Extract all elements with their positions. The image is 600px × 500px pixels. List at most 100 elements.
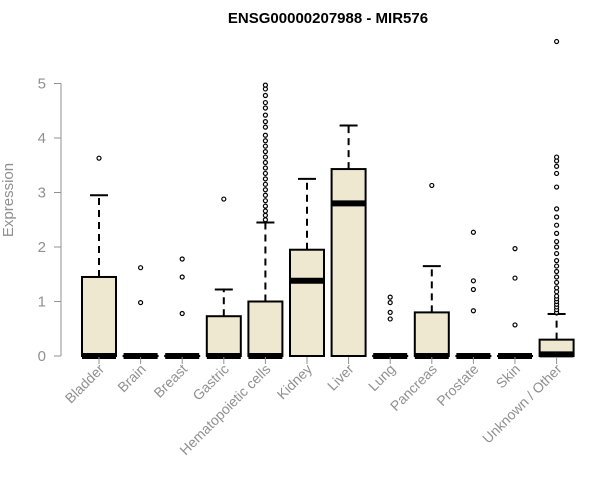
- outlier-point: [553, 214, 560, 220]
- outlier-point: [262, 143, 268, 149]
- outlier-point: [553, 268, 560, 275]
- y-axis: 0 1 2 3 4 5: [38, 76, 62, 365]
- box-iqr: [413, 311, 450, 357]
- outlier-point: [262, 212, 268, 218]
- outlier-point: [553, 230, 560, 236]
- outlier-point: [553, 184, 560, 190]
- outlier-point: [387, 309, 393, 315]
- outlier-point: [553, 238, 560, 245]
- outlier-point: [553, 258, 560, 264]
- box-liver: [330, 124, 367, 357]
- outlier-point: [221, 196, 227, 202]
- outlier-point: [553, 206, 560, 212]
- outlier-point: [262, 208, 268, 214]
- box-gastric: [205, 196, 242, 359]
- y-tick-label: 3: [38, 185, 46, 202]
- x-tick-label: Breast: [150, 361, 190, 401]
- outlier-point: [553, 279, 560, 286]
- outlier-point: [262, 112, 268, 118]
- box-iqr: [81, 275, 117, 358]
- outlier-point: [553, 38, 560, 45]
- x-tick-label: Brain: [114, 361, 148, 395]
- outlier-point: [262, 217, 268, 223]
- box-pancreas: [413, 182, 450, 359]
- box-iqr: [205, 315, 242, 357]
- outlier-point: [262, 82, 268, 88]
- outlier-point: [553, 263, 560, 269]
- outlier-point: [262, 176, 268, 182]
- box-kidney: [289, 177, 325, 358]
- outlier-point: [387, 299, 393, 306]
- outlier-point: [387, 294, 393, 300]
- outlier-point: [553, 285, 560, 291]
- y-tick-label: 4: [38, 130, 46, 147]
- outlier-point: [262, 192, 268, 198]
- outlier-point: [138, 299, 144, 306]
- outlier-point: [262, 119, 268, 125]
- y-tick-label: 0: [38, 348, 46, 365]
- outlier-point: [262, 132, 268, 138]
- outlier-point: [553, 170, 560, 177]
- outlier-point: [387, 316, 393, 322]
- y-tick-label: 5: [38, 76, 46, 93]
- box-skin: [497, 246, 533, 359]
- outlier-point: [512, 246, 518, 252]
- box-iqr: [247, 300, 284, 357]
- box-hematopoietic-cells: [247, 82, 284, 359]
- chart-title: ENSG00000207988 - MIR576: [228, 10, 428, 27]
- y-tick-label: 2: [38, 239, 46, 256]
- x-tick-label: Kidney: [274, 361, 316, 403]
- y-tick-label: 1: [38, 294, 46, 311]
- outlier-point: [262, 99, 268, 106]
- outlier-point: [512, 275, 518, 281]
- box-iqr: [330, 168, 367, 357]
- x-tick-label: Skin: [493, 361, 524, 392]
- outlier-point: [262, 159, 268, 166]
- outlier-point: [553, 222, 560, 228]
- outlier-point: [262, 124, 268, 130]
- x-tick-label: Bladder: [62, 361, 108, 407]
- outlier-point: [553, 154, 560, 160]
- outlier-point: [553, 250, 560, 257]
- outlier-point: [553, 163, 560, 169]
- outlier-point: [553, 244, 560, 250]
- box-prostate: [455, 229, 492, 359]
- outlier-point: [262, 165, 268, 171]
- box-unknown-other: [538, 38, 575, 358]
- outlier-point: [553, 293, 560, 299]
- outlier-point: [262, 149, 268, 155]
- outlier-point: [262, 92, 268, 99]
- outlier-point: [262, 138, 268, 144]
- outlier-point: [470, 308, 476, 314]
- box-breast: [164, 256, 201, 359]
- y-axis-label: Expression: [0, 163, 17, 237]
- outlier-point: [262, 203, 268, 209]
- outlier-point: [262, 170, 268, 177]
- outlier-point: [429, 182, 435, 189]
- outlier-point: [96, 155, 102, 161]
- outlier-point: [179, 274, 185, 280]
- outlier-point: [138, 265, 144, 271]
- outlier-point: [262, 154, 268, 160]
- outlier-point: [179, 256, 185, 262]
- outlier-point: [262, 187, 268, 193]
- outlier-point: [470, 278, 476, 284]
- box-lung: [372, 294, 409, 359]
- box-brain: [122, 265, 159, 359]
- outlier-point: [470, 229, 476, 235]
- box-bladder: [81, 155, 117, 359]
- outlier-point: [262, 105, 268, 111]
- x-tick-label: Liver: [324, 361, 357, 394]
- x-tick-label: Prostate: [433, 361, 481, 409]
- plot-area: [81, 38, 575, 359]
- outlier-point: [470, 286, 476, 293]
- outlier-point: [553, 274, 560, 280]
- box-iqr: [289, 248, 325, 358]
- outlier-point: [262, 198, 268, 204]
- x-tick-label: Unknown / Other: [479, 361, 565, 447]
- outlier-point: [179, 310, 185, 317]
- outlier-point: [512, 322, 518, 328]
- x-tick-label: Lung: [365, 361, 398, 394]
